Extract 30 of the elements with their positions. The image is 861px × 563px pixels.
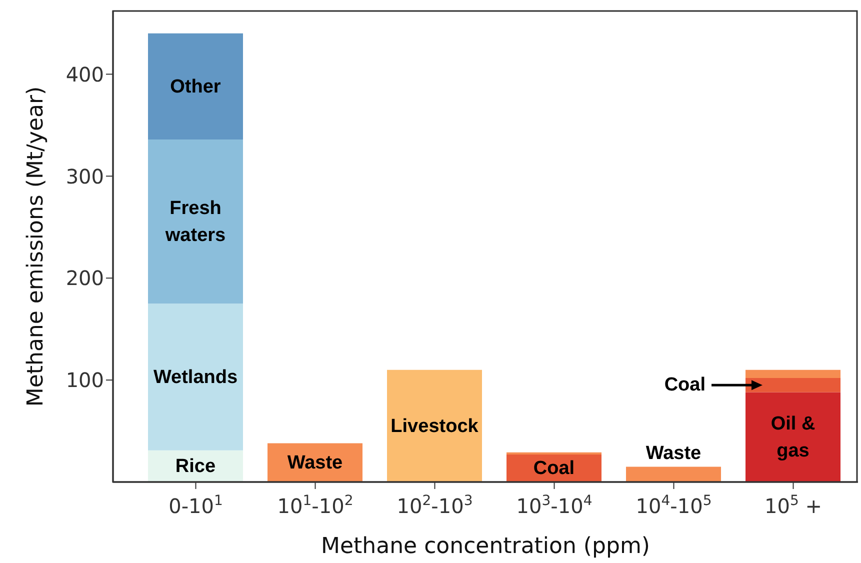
series-label: Rice — [175, 456, 216, 477]
series-label: Wetlands — [153, 366, 238, 388]
x-tick-label: 10$^{3}$-10$^{4}$ — [516, 493, 592, 518]
text: Coal — [664, 374, 706, 396]
bar — [148, 304, 243, 450]
x-tick-label: 10$^{4}$-10$^{5}$ — [636, 493, 712, 518]
series-label: Fresh waters — [164, 198, 226, 246]
x-tick-label: 10$^{1}$-10$^{2}$ — [277, 493, 354, 518]
bar — [148, 139, 243, 304]
bar — [746, 378, 840, 392]
y-axis-title: Methane emissions (Mt/year) — [24, 86, 48, 407]
series-label: Coal — [533, 458, 575, 479]
series-label: Livestock — [390, 415, 479, 436]
x-axis-title: Methane concentration (ppm) — [321, 534, 650, 559]
y-tick-label: 200 — [66, 266, 104, 290]
bar — [148, 33, 243, 140]
series-label: Other — [170, 76, 222, 97]
y-tick-label: 400 — [66, 62, 104, 86]
series-label: Oil & gas — [770, 413, 816, 462]
x-tick-label: 10$^{5}$ + — [764, 493, 822, 518]
text: Waste — [287, 452, 343, 474]
y-tick-label: 300 — [66, 164, 104, 188]
bar — [626, 466, 721, 482]
bar — [746, 370, 840, 378]
series-label: Waste — [646, 443, 702, 464]
x-tick-label: 0-10$^{1}$ — [168, 493, 223, 518]
x-tick-label: 10$^{2}$-10$^{3}$ — [396, 493, 473, 518]
bar — [387, 370, 482, 482]
y-tick-label: 100 — [66, 368, 104, 392]
bar — [746, 392, 840, 482]
